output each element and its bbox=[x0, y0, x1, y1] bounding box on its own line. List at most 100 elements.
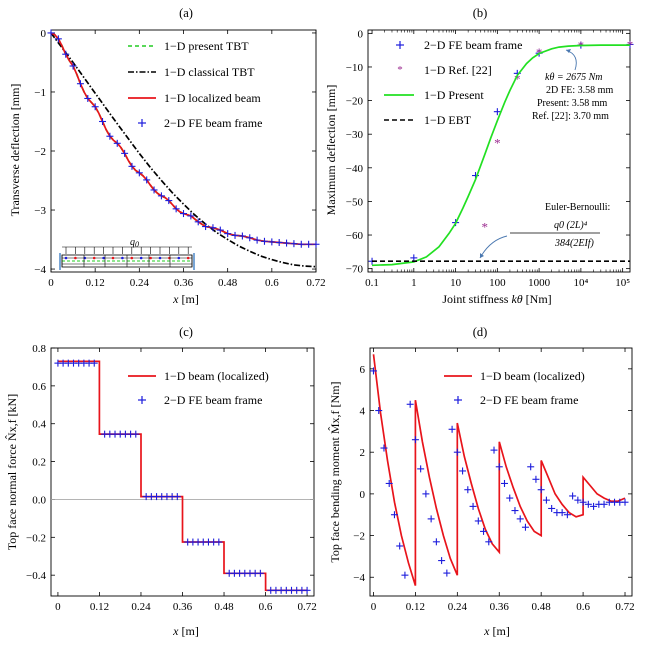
annotation-bottom-den: 384(2EIf) bbox=[554, 238, 595, 249]
panel-a-series-3-point bbox=[69, 62, 77, 70]
panel-a-series-3-point bbox=[135, 169, 143, 177]
annotation-bottom-title: Euler-Bernoulli: bbox=[545, 202, 610, 213]
panel-a-xtick-label: 0.72 bbox=[306, 277, 325, 289]
panel-c: (c) 0 0.12 0.24 0.36 0.48 0.6 0.72 0.8 0.6 0.4 0.… bbox=[5, 325, 317, 638]
legend-a-label-2: 1−D classical TBT bbox=[164, 65, 255, 79]
panel-a-series-3-point bbox=[76, 80, 84, 88]
panel-d-series-1-point bbox=[548, 504, 556, 512]
panel-d-ytick-label: 2 bbox=[360, 447, 366, 459]
legend-d-label-1: 1−D beam (localized) bbox=[480, 369, 585, 383]
panel-d-ytick-label: 4 bbox=[360, 406, 366, 418]
panel-c-xtick-label: 0.36 bbox=[173, 601, 193, 613]
panel-b-annotation-bottom: Euler-Bernoulli: q0 (2L)⁴ 384(2EIf) bbox=[479, 202, 610, 259]
panel-b-title: (b) bbox=[473, 6, 488, 20]
legend-d-label-2: 2−D FE beam frame bbox=[480, 393, 578, 407]
panel-b-ylabel: Maximum deflection [mm] bbox=[324, 85, 338, 216]
panel-d-series-1-point bbox=[375, 407, 383, 415]
legend-b-label-2: 1−D Ref. [22] bbox=[424, 63, 492, 77]
panel-d-xtick-label: 0.72 bbox=[615, 601, 634, 613]
panel-d-xtick-label: 0.36 bbox=[490, 601, 510, 613]
panel-c-series-1-point bbox=[215, 538, 223, 546]
panel-d-series-1-point bbox=[579, 498, 587, 506]
panel-d-series-1-point bbox=[495, 463, 503, 471]
panel-d-series-1-point bbox=[537, 486, 545, 494]
panel-a-ytick-label: −4 bbox=[34, 264, 46, 276]
legend-b-label-4: 1−D EBT bbox=[424, 113, 472, 127]
panel-a-series-3-point bbox=[106, 132, 114, 140]
panel-c-xtick-label: 0.48 bbox=[214, 601, 234, 613]
panel-d-series-1-point bbox=[469, 502, 477, 510]
panel-d-series-1-point bbox=[500, 479, 508, 487]
panel-d-series-1-point bbox=[621, 498, 629, 506]
panel-a-series-3-point bbox=[260, 237, 268, 245]
panel-d-xtick-label: 0.6 bbox=[576, 601, 590, 613]
panel-d-xtick-label: 0.48 bbox=[532, 601, 552, 613]
panel-a-series-3-point bbox=[150, 186, 158, 194]
panel-b-frame bbox=[367, 29, 631, 273]
panel-d-series-1-point bbox=[542, 496, 550, 504]
panel-d-ytick-label: −4 bbox=[353, 572, 365, 584]
panel-b-xtick-label: 1000 bbox=[528, 277, 551, 289]
annotation-top-line-2: 2D FE: 3.58 mm bbox=[546, 85, 613, 96]
panel-c-xtick-label: 0.24 bbox=[131, 601, 151, 613]
panel-d-ytick-label: −2 bbox=[353, 531, 365, 543]
panel-a-series-3-point bbox=[297, 240, 305, 248]
panel-d-series-1-point bbox=[558, 509, 566, 517]
panel-d-series-1-point bbox=[464, 486, 472, 494]
annotation-bottom-num: q0 (2L)⁴ bbox=[554, 220, 588, 231]
legend-a-swatch-4 bbox=[138, 119, 146, 127]
panel-b-series-1-point: * bbox=[482, 220, 489, 235]
panel-a-ytick-label: −3 bbox=[34, 205, 46, 217]
panel-b-annotation-top: kθ = 2675 Nm 2D FE: 3.58 mm Present: 3.5… bbox=[532, 49, 613, 122]
legend-b-swatch-1 bbox=[396, 41, 404, 49]
panel-b: (b) 0.1 1 10 100 1000 10⁴ 10⁵ 0 −10 −20 −30 −40 −50… bbox=[324, 6, 634, 306]
panel-d-series-1-point bbox=[511, 507, 519, 515]
panel-b-ytick-label: −60 bbox=[346, 230, 364, 242]
inset-node-dot bbox=[139, 256, 143, 260]
panel-d-series-1-point bbox=[390, 511, 398, 519]
panel-a-xtick-label: 0 bbox=[48, 277, 54, 289]
panel-b-series-1-point: * bbox=[514, 72, 521, 87]
panel-a-series-3-point bbox=[268, 238, 276, 246]
panel-b-ytick-label: 0 bbox=[358, 28, 364, 40]
panel-d-xtick-label: 0 bbox=[371, 601, 377, 613]
panel-c-frame bbox=[50, 347, 315, 597]
panel-c-xtick-label: 0.12 bbox=[90, 601, 109, 613]
panel-b-legend: 2−D FE beam frame * 1−D Ref. [22] 1−D Pr… bbox=[384, 38, 522, 127]
panel-c-ytick-label: 0.4 bbox=[32, 419, 46, 431]
annotation-top-line-4: Ref. [22]: 3.70 mm bbox=[532, 111, 609, 122]
panel-d-series-1-point bbox=[563, 511, 571, 519]
panel-c-ytick-label: −0.2 bbox=[26, 532, 46, 544]
panel-a-series-3-point bbox=[91, 103, 99, 111]
panel-a-series-3-point bbox=[216, 226, 224, 234]
inset-node-dot bbox=[130, 256, 134, 260]
inset-node-dot bbox=[149, 256, 152, 260]
panel-a-ylabel: Transverse deflection [mm] bbox=[8, 84, 22, 217]
panel-d-series-1-point bbox=[443, 569, 451, 577]
panel-d-series-1-point bbox=[574, 496, 582, 504]
inset-node-dot bbox=[74, 256, 77, 260]
legend-c-label-1: 1−D beam (localized) bbox=[164, 369, 269, 383]
panel-d-series-1-point bbox=[584, 500, 592, 508]
panel-c-legend: 1−D beam (localized) 2−D FE beam frame bbox=[128, 369, 269, 407]
panel-a-series-3-point bbox=[172, 205, 180, 213]
panel-d-series-1-point bbox=[600, 500, 608, 508]
legend-b-label-1: 2−D FE beam frame bbox=[424, 38, 522, 52]
panel-a-xtick-label: 0.6 bbox=[265, 277, 279, 289]
legend-a-label-4: 2−D FE beam frame bbox=[164, 116, 262, 130]
panel-a-series-3-point bbox=[62, 50, 70, 58]
panel-a-series-3-point bbox=[224, 230, 232, 238]
legend-c-label-2: 2−D FE beam frame bbox=[164, 393, 262, 407]
panel-a-series-3-point bbox=[209, 224, 217, 232]
panel-a-ytick-label: −1 bbox=[34, 87, 46, 99]
panel-a-title: (a) bbox=[179, 6, 193, 20]
panel-b-ytick-label: −40 bbox=[346, 163, 364, 175]
beam-schematic-inset: q0 bbox=[59, 237, 195, 270]
inset-node-dot bbox=[92, 256, 96, 260]
panel-b-ytick-label: −70 bbox=[346, 264, 364, 276]
panel-d-series-1-point bbox=[422, 490, 430, 498]
panel-a-series-3-point bbox=[312, 240, 320, 248]
panel-d-series-1-point bbox=[485, 538, 493, 546]
panel-c-ylabel: Top face normal force N̂x,f [kN] bbox=[5, 394, 19, 550]
